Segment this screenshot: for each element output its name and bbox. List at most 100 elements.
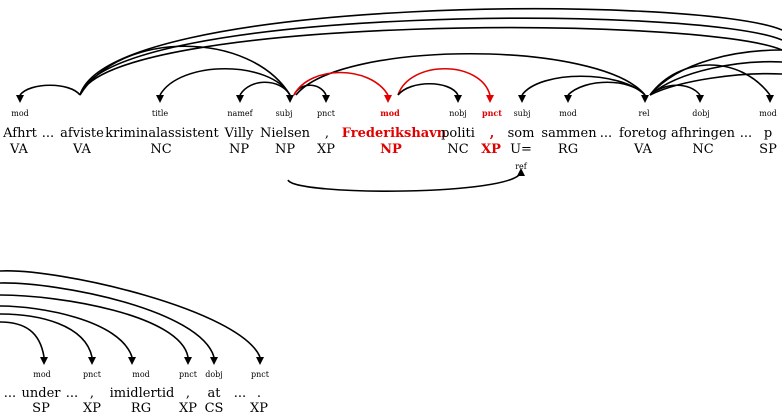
arc-long-3 [79, 26, 782, 96]
arc-foretog-out-2 [649, 60, 782, 96]
row1-word-2: afviste [60, 126, 104, 141]
row2-word-0: ... [4, 386, 16, 401]
row1-tag-3: NC [150, 142, 171, 157]
row2-word-2: ... [66, 386, 78, 401]
row2-tags: SP XP RG XP CS XP [32, 401, 268, 414]
row2-arc-5 [0, 313, 93, 358]
row2-tag-3: XP [83, 401, 101, 414]
row1-labels: mod title namef subj pnct mod nobj pnct … [11, 108, 777, 118]
arc-long-2 [79, 17, 782, 96]
row1-tag-2: VA [72, 142, 92, 157]
row1-arrowheads [16, 95, 774, 103]
row1-label-6: pnct [317, 109, 336, 118]
row2-labels: mod pnct mod pnct dobj pnct [33, 370, 270, 379]
row1-words: Afhrt ... afviste kriminalassistent Vill… [2, 126, 772, 141]
arc-red-frederikshavn-comma [397, 67, 491, 96]
row1-word-15: ... [740, 126, 752, 141]
row2-label-6: dobj [205, 370, 223, 379]
row2-label-8: pnct [251, 370, 270, 379]
arc-frederikshavn-politi [397, 83, 459, 96]
row2-word-6: at [208, 386, 222, 401]
arc-secondary-ref [287, 171, 522, 192]
row1-word-14: afhringen [671, 126, 736, 141]
arc-long-4 [79, 45, 291, 96]
secondary-arc-label: ref [515, 162, 528, 171]
row1-word-7: Frederikshavn [342, 126, 447, 141]
row1-word-13: foretog [619, 126, 667, 141]
row1-label-8: nobj [449, 109, 467, 118]
row1-tag-9: XP [481, 142, 501, 157]
row2-tag-1: SP [32, 401, 50, 414]
row1-arcs [16, 8, 782, 192]
row2-arc-3 [0, 294, 189, 358]
row1-word-6: , [325, 126, 329, 141]
row2-arcs [0, 270, 264, 365]
row2-word-4: imidlertid [110, 386, 175, 401]
row1-label-7: mod [380, 108, 400, 118]
row1-label-9: pnct [482, 108, 502, 118]
row1-tag-6: XP [317, 142, 335, 157]
row1-word-1: ... [42, 126, 54, 141]
row2-label-1: mod [33, 370, 51, 379]
row2-arrowheads [40, 357, 264, 365]
row1-tag-11: RG [558, 142, 578, 157]
row1-red-arrowheads [384, 95, 494, 103]
row1-tag-13: VA [633, 142, 653, 157]
row2-arc-1 [0, 270, 261, 358]
row2-arc-2 [0, 282, 215, 358]
row1-label-4: namef [227, 109, 253, 118]
row2-label-4: mod [132, 370, 150, 379]
row2-label-5: pnct [179, 370, 198, 379]
row2-arc-4 [0, 305, 133, 358]
row2-word-1: under [22, 386, 62, 401]
row1-word-11: sammen [541, 126, 597, 141]
row1-word-5: Nielsen [260, 126, 311, 141]
row1-label-5: subj [276, 109, 293, 118]
row2-label-3: pnct [83, 370, 102, 379]
row1-word-9: , [490, 126, 495, 141]
row1-label-16: mod [759, 109, 777, 118]
arc-red-nielsen-frederikshavn [293, 71, 389, 96]
row2-arc-6 [0, 321, 45, 358]
row2-tag-8: XP [250, 401, 268, 414]
row1-tags: VA VA NC NP NP XP NP NC XP U= RG VA NC S… [9, 142, 777, 157]
row2-tag-4: RG [131, 401, 151, 414]
arc-foretog-out-1 [649, 49, 782, 96]
row1-label-14: dobj [692, 109, 710, 118]
row1-tag-0: VA [9, 142, 29, 157]
row1-tag-4: NP [229, 142, 249, 157]
row2-tag-6: CS [205, 401, 224, 414]
row2-words: ... under ... , imidlertid , at ... . [4, 386, 261, 401]
row1-word-16: p [764, 126, 772, 141]
row1-label-10: subj [514, 109, 531, 118]
arc-afviste-afhrt [19, 84, 81, 96]
row1-word-3: kriminalassistent [105, 126, 219, 141]
row1-word-10: som [508, 126, 535, 141]
arc-nielsen-kriminalassistent [159, 67, 291, 96]
row2-word-3: , [90, 386, 94, 401]
arc-foretog-sammen [567, 81, 646, 96]
row1-tag-16: SP [759, 142, 777, 157]
row1-tag-14: NC [692, 142, 713, 157]
row2-word-7: ... [234, 386, 246, 401]
row1-tag-5: NP [275, 142, 295, 157]
row1-label-0: mod [11, 109, 29, 118]
row1-word-8: politi [441, 126, 475, 141]
row2-word-8: . [257, 386, 261, 401]
arc-nielsen-villy [239, 81, 291, 96]
row1-tag-7: NP [380, 142, 402, 157]
row1-word-4: Villy [224, 126, 255, 141]
row1-label-3: title [152, 109, 169, 118]
row1-label-11: mod [559, 109, 577, 118]
row1-word-0: Afhrt [2, 126, 38, 141]
row1-word-12: ... [600, 126, 612, 141]
row1-tag-8: NC [447, 142, 468, 157]
row2-word-5: , [186, 386, 190, 401]
row2-tag-5: XP [179, 401, 197, 414]
arc-nielsen-foretog [295, 53, 646, 96]
arc-long-1 [79, 8, 782, 96]
arc-nielsen-comma [293, 84, 327, 96]
arc-foretog-out-3 [649, 72, 782, 96]
row1-label-13: rel [638, 109, 650, 118]
